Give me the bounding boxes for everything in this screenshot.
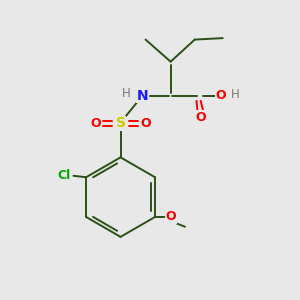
Text: O: O [215,89,226,102]
Text: O: O [140,117,151,130]
Text: N: N [137,88,148,103]
Text: O: O [166,211,176,224]
Text: O: O [90,117,101,130]
Text: Cl: Cl [57,169,71,182]
Text: O: O [196,111,206,124]
Text: S: S [116,116,126,130]
Text: H: H [230,88,239,101]
Text: H: H [122,87,131,100]
